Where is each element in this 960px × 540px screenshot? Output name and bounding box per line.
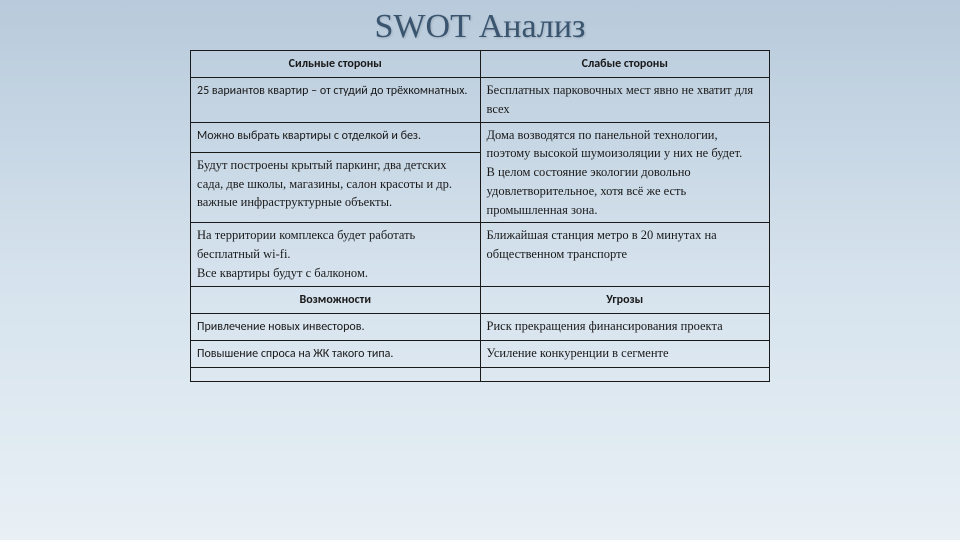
- cell-opportunity-1: Привлечение новых инвесторов.: [191, 313, 481, 340]
- cell-weakness-2-3: Дома возводятся по панельной технологии,…: [480, 122, 770, 223]
- text-strength-5: Все квартиры будут с балконом.: [197, 266, 368, 280]
- table-row-empty: [191, 368, 770, 382]
- table-row: 25 вариантов квартир – от студий до трёх…: [191, 78, 770, 123]
- slide-title: SWOT Анализ: [0, 0, 960, 50]
- cell-empty-right: [480, 368, 770, 382]
- table-row: Повышение спроса на ЖК такого типа. Усил…: [191, 340, 770, 367]
- cell-strength-1: 25 вариантов квартир – от студий до трёх…: [191, 78, 481, 123]
- header-row-2: Возможности Угрозы: [191, 286, 770, 313]
- cell-threat-1: Риск прекращения финансирования проекта: [480, 313, 770, 340]
- header-row-1: Сильные стороны Слабые стороны: [191, 51, 770, 78]
- cell-weakness-1: Бесплатных парковочных мест явно не хват…: [480, 78, 770, 123]
- text-weakness-3: В целом состояние экологии довольно удов…: [487, 165, 691, 217]
- table-row: Можно выбрать квартиры с отделкой и без.…: [191, 122, 770, 152]
- header-weaknesses: Слабые стороны: [480, 51, 770, 78]
- cell-strength-2: Можно выбрать квартиры с отделкой и без.: [191, 122, 481, 152]
- cell-opportunity-2: Повышение спроса на ЖК такого типа.: [191, 340, 481, 367]
- text-strength-4: На территории комплекса будет работать б…: [197, 228, 415, 261]
- text-weakness-2: Дома возводятся по панельной технологии,…: [487, 128, 743, 161]
- header-threats: Угрозы: [480, 286, 770, 313]
- table-row: На территории комплекса будет работать б…: [191, 223, 770, 286]
- cell-strength-3: Будут построены крытый паркинг, два детс…: [191, 152, 481, 222]
- cell-threat-2: Усиление конкуренции в сегменте: [480, 340, 770, 367]
- cell-empty-left: [191, 368, 481, 382]
- header-opportunities: Возможности: [191, 286, 481, 313]
- cell-weakness-4: Ближайшая станция метро в 20 минутах на …: [480, 223, 770, 286]
- cell-strength-4-5: На территории комплекса будет работать б…: [191, 223, 481, 286]
- table-row: Привлечение новых инвесторов. Риск прекр…: [191, 313, 770, 340]
- swot-table: Сильные стороны Слабые стороны 25 вариан…: [190, 50, 770, 382]
- header-strengths: Сильные стороны: [191, 51, 481, 78]
